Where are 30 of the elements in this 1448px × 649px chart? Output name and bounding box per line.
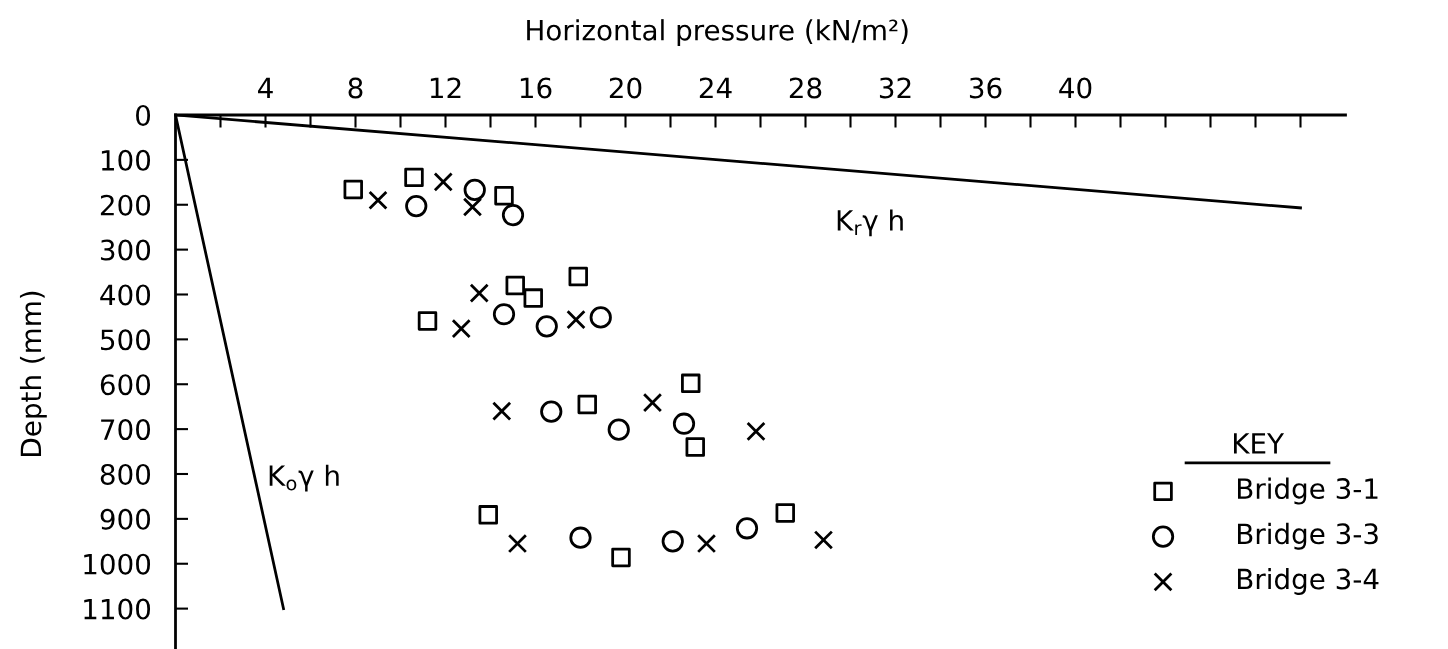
x-tick-label: 28 [789,77,822,99]
y-tick-label: 800 [100,463,151,485]
legend-label: Bridge 3-4 [1237,568,1379,595]
x-axis-title: Horizontal pressure (kN/m²) [527,19,908,47]
x-tick-label: 24 [699,77,732,99]
y-tick-label: 1100 [84,598,151,620]
legend-label: Bridge 3-1 [1237,477,1378,505]
y-tick-label: 100 [101,149,151,171]
x-tick-label: 8 [348,77,363,99]
y-tick-label: 600 [100,374,151,396]
x-tick-label: 12 [430,77,461,99]
y-tick-label: 300 [100,239,151,261]
y-tick-label: 0 [136,104,151,126]
y-axis-title: Depth (mm) [19,291,47,456]
y-tick-label: 400 [100,284,151,306]
x-tick-label: 40 [1059,77,1092,99]
x-tick-label: 20 [609,77,642,99]
x-tick-label: 36 [969,77,1002,99]
y-tick-label: 900 [100,508,151,530]
y-tick-label: 200 [100,194,151,216]
x-tick-label: 32 [879,77,911,99]
y-tick-label: 1000 [84,553,151,575]
legend-title: KEY [1234,433,1285,454]
y-tick-label: 500 [101,329,151,351]
x-tick-label: 16 [520,77,552,99]
legend-label: Bridge 3-3 [1237,522,1378,550]
y-tick-label: 700 [101,419,151,441]
annotation: K$_{r}$γ h [837,209,903,237]
annotation: K$_{o}$γ h [269,464,339,492]
x-tick-label: 4 [258,77,273,99]
